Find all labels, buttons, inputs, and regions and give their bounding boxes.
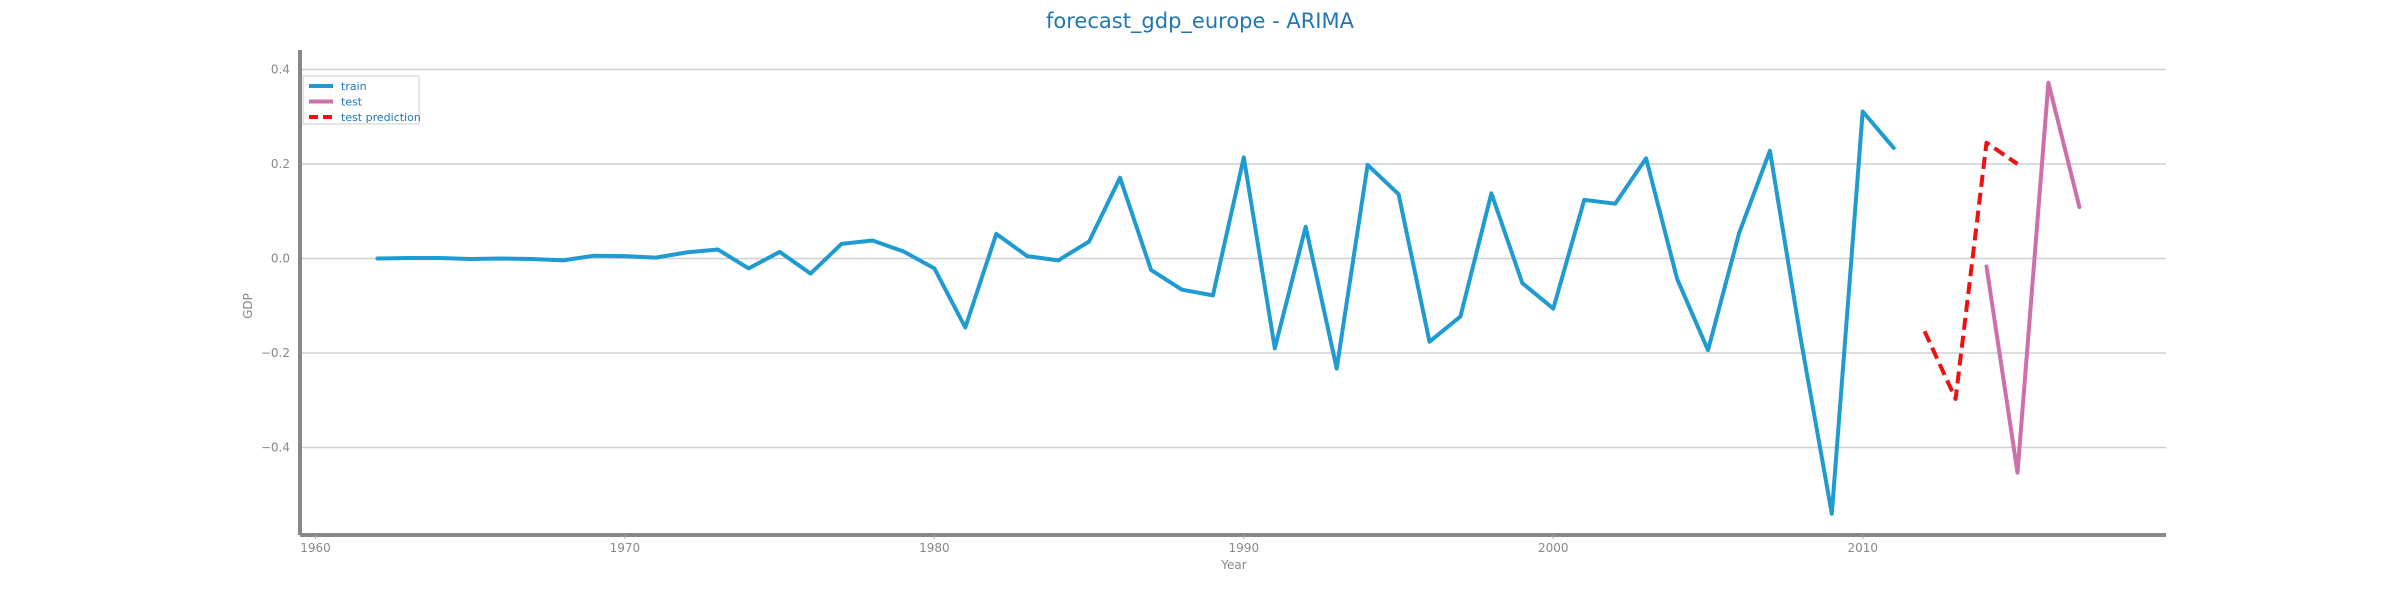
y-tick-label: −0.2 — [261, 346, 290, 360]
legend-label: test — [341, 96, 363, 109]
tick-labels: −0.4 −0.2 0.0 0.2 0.4 1960 1970 1980 1990 2000 201… — [261, 62, 1878, 555]
y-tick-label: 0.0 — [271, 252, 290, 266]
chart-title: forecast_gdp_europe - ARIMA — [1046, 9, 1355, 34]
x-tick-label: 2010 — [1847, 541, 1878, 555]
y-tick-label: 0.2 — [271, 157, 290, 171]
y-axis-label: GDP — [241, 293, 255, 319]
series-lines — [375, 80, 2082, 516]
series-line-train — [375, 109, 1896, 516]
axes — [298, 50, 2166, 537]
x-tick-label: 2000 — [1538, 541, 1569, 555]
legend-label: test prediction — [341, 111, 421, 124]
x-tick-label: 1970 — [610, 541, 641, 555]
x-tick-label: 1980 — [919, 541, 950, 555]
y-tick-label: 0.4 — [271, 62, 290, 76]
y-tick-label: −0.4 — [261, 441, 290, 455]
x-tick-label: 1990 — [1229, 541, 1260, 555]
legend: train test test prediction — [302, 75, 421, 125]
legend-label: train — [341, 80, 367, 93]
series-line-test-prediction — [1922, 140, 2019, 401]
gridlines — [300, 68, 2166, 449]
series-line-test — [1984, 80, 2082, 475]
x-axis-label: Year — [1220, 558, 1246, 572]
x-tick-label: 1960 — [300, 541, 331, 555]
